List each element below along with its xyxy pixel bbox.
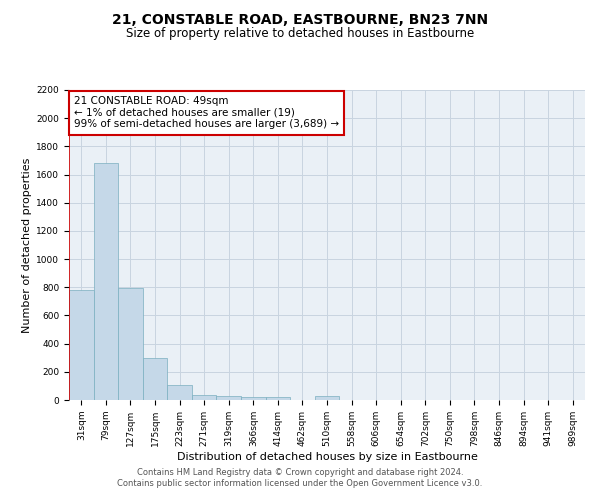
Bar (315, 396, 339, 400)
Text: 21 CONSTABLE ROAD: 49sqm
← 1% of detached houses are smaller (19)
99% of semi-de: 21 CONSTABLE ROAD: 49sqm ← 1% of detache… (74, 96, 339, 130)
Bar (69, 290, 94, 400)
Bar (118, 288, 143, 400)
Bar (167, 384, 192, 400)
Text: Size of property relative to detached houses in Eastbourne: Size of property relative to detached ho… (126, 28, 474, 40)
Bar (94, 164, 118, 400)
Y-axis label: Number of detached properties: Number of detached properties (22, 158, 32, 332)
Bar (241, 397, 266, 400)
Bar (192, 394, 217, 400)
Bar (217, 396, 241, 400)
X-axis label: Distribution of detached houses by size in Eastbourne: Distribution of detached houses by size … (176, 452, 478, 462)
Bar (266, 397, 290, 400)
Text: Contains HM Land Registry data © Crown copyright and database right 2024.
Contai: Contains HM Land Registry data © Crown c… (118, 468, 482, 487)
Text: 21, CONSTABLE ROAD, EASTBOURNE, BN23 7NN: 21, CONSTABLE ROAD, EASTBOURNE, BN23 7NN (112, 12, 488, 26)
Bar (143, 358, 167, 400)
